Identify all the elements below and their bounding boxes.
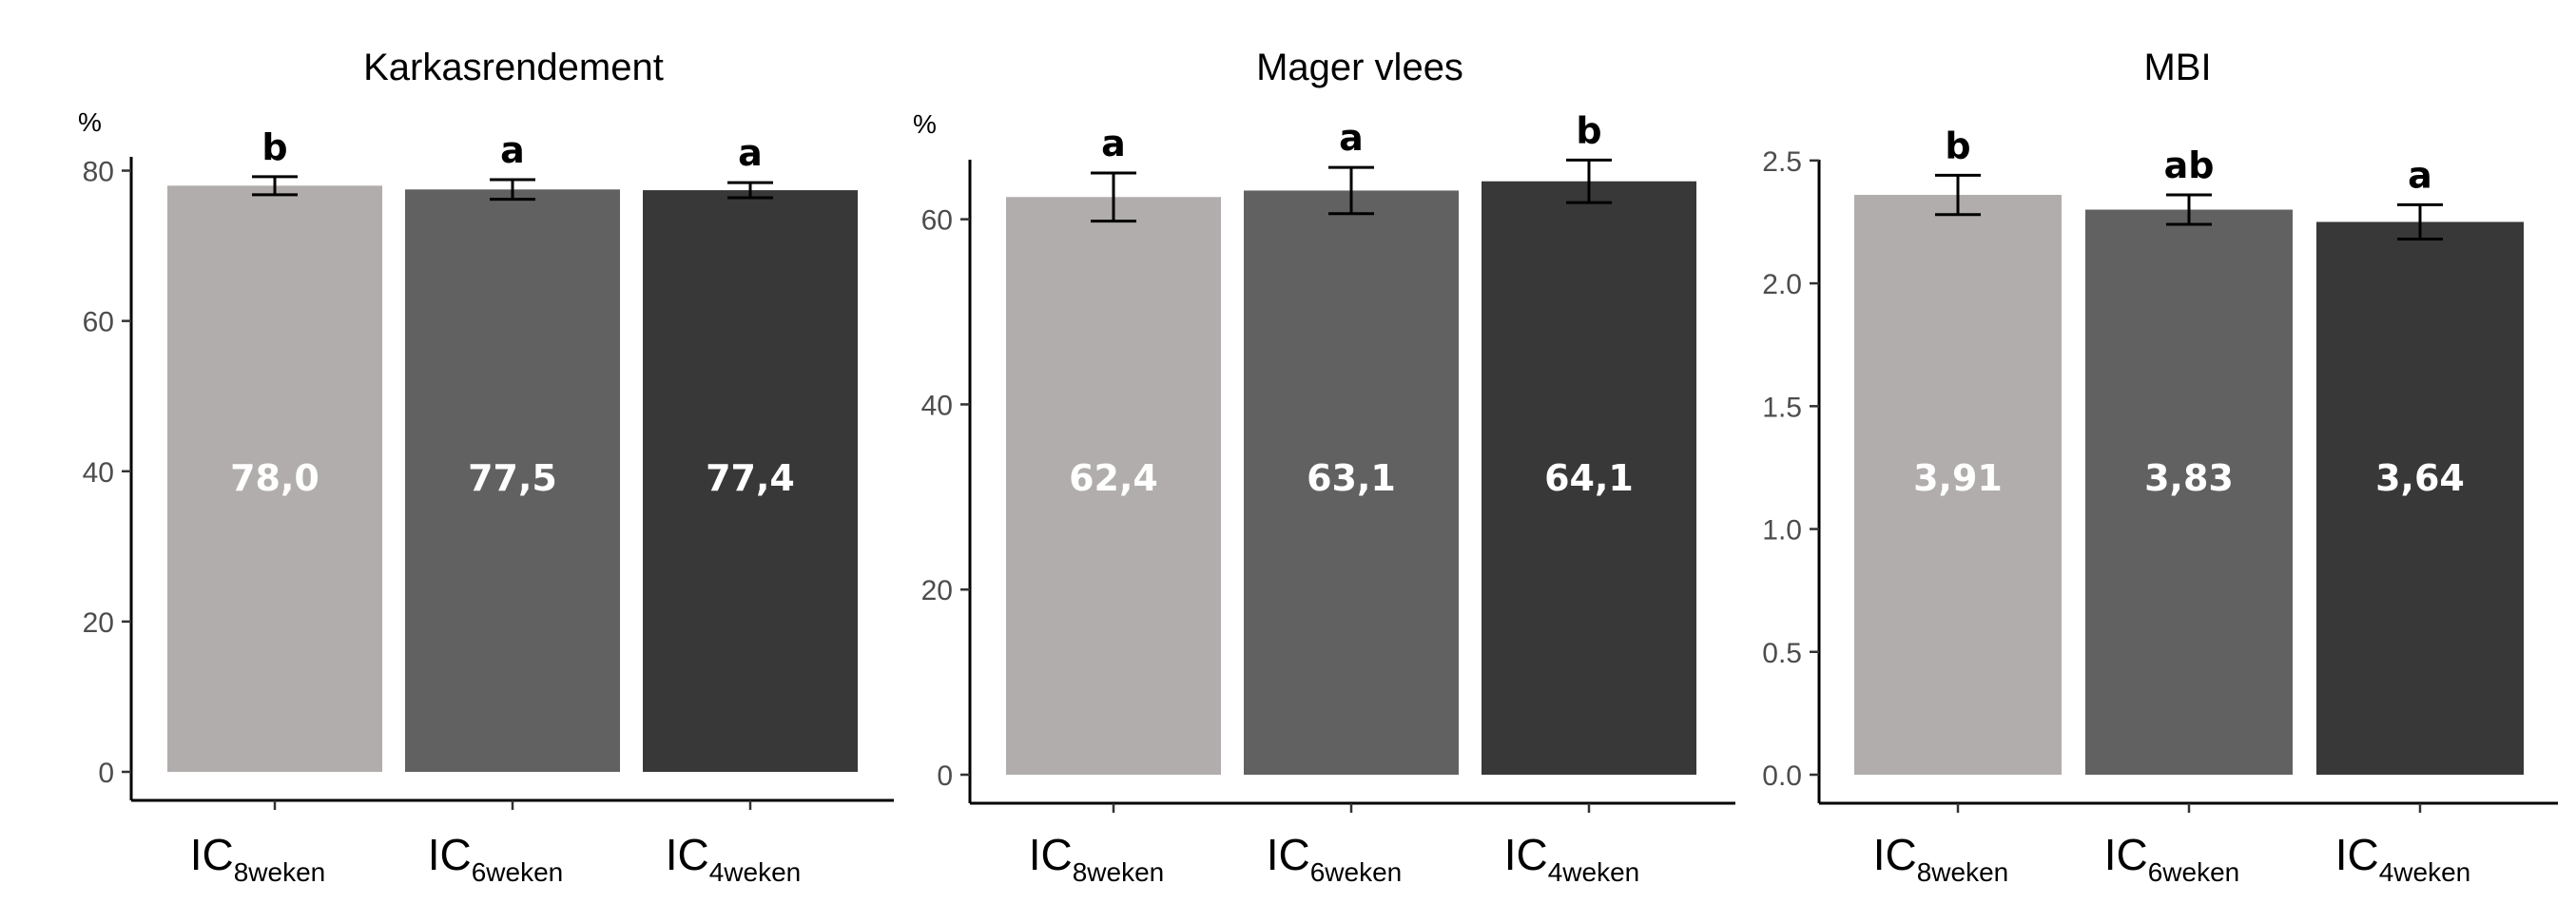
bar	[167, 185, 382, 772]
bar-value-label: 77,5	[468, 457, 557, 499]
chart-panel-2: Mager vlees% 0 20 40 60 a 62,4 IC8weken a 63,1 IC6…	[913, 47, 1735, 887]
y-axis-unit: %	[78, 107, 102, 137]
y-tick-label: 2.5	[1762, 146, 1802, 178]
bar	[2085, 209, 2293, 776]
x-tick-label: IC8weken	[190, 830, 326, 887]
chart-title: MBI	[2143, 47, 2211, 88]
y-tick-label: 60	[83, 307, 114, 338]
bar-value-label: 64,1	[1544, 457, 1634, 499]
significance-label: a	[500, 129, 525, 171]
significance-label: a	[1339, 117, 1364, 159]
bar-value-label: 63,1	[1307, 457, 1396, 499]
bar	[1006, 197, 1221, 775]
y-tick-label: 20	[83, 607, 114, 639]
x-tick-label: IC8weken	[1029, 830, 1165, 887]
significance-label: b	[1945, 125, 1970, 166]
significance-label: a	[738, 132, 763, 174]
x-tick-label: IC6weken	[2104, 830, 2240, 887]
bar	[1854, 195, 2062, 775]
chart-panel-1: Karkasrendement% 0 20 40 60 80 b 78,0 IC8weken a 7…	[78, 47, 894, 887]
y-tick-label: 20	[921, 575, 953, 606]
significance-label: ab	[2164, 144, 2215, 186]
y-tick-label: 2.0	[1762, 269, 1802, 300]
y-tick-label: 40	[921, 390, 953, 421]
bar-value-label: 3,64	[2375, 457, 2465, 499]
y-axis-unit: %	[913, 109, 937, 139]
y-tick-label: 40	[83, 457, 114, 489]
bar-value-label: 62,4	[1069, 457, 1158, 499]
x-tick-label: IC4weken	[666, 830, 802, 887]
y-tick-label: 0	[937, 760, 953, 792]
y-tick-label: 60	[921, 205, 953, 237]
y-tick-label: 0	[98, 758, 114, 789]
chart-panel-3: MBI 0.0 0.5 1.0 1.5 2.0 2.5 b 3,91 IC8weken ab 3,83…	[1762, 47, 2558, 887]
bar-value-label: 3,91	[1913, 457, 2003, 499]
bar	[2316, 221, 2524, 775]
x-tick-label: IC6weken	[1267, 830, 1403, 887]
bar	[1482, 181, 1696, 775]
chart-title: Karkasrendement	[363, 47, 664, 88]
y-tick-label: 0.0	[1762, 760, 1802, 792]
bar-value-label: 3,83	[2144, 457, 2234, 499]
significance-label: a	[1101, 123, 1126, 164]
significance-label: a	[2408, 154, 2432, 196]
significance-label: b	[1576, 109, 1601, 151]
bar-value-label: 78,0	[230, 457, 320, 499]
significance-label: b	[261, 126, 287, 168]
bar-value-label: 77,4	[706, 457, 795, 499]
x-tick-label: IC6weken	[428, 830, 564, 887]
chart-title: Mager vlees	[1256, 47, 1463, 88]
x-tick-label: IC8weken	[1873, 830, 2009, 887]
bar	[1244, 190, 1459, 775]
y-tick-label: 0.5	[1762, 638, 1802, 669]
y-tick-label: 80	[83, 157, 114, 188]
bar	[643, 190, 858, 772]
x-tick-label: IC4weken	[1504, 830, 1640, 887]
x-tick-label: IC4weken	[2335, 830, 2471, 887]
bar	[405, 189, 620, 772]
y-tick-label: 1.0	[1762, 515, 1802, 547]
y-tick-label: 1.5	[1762, 392, 1802, 423]
